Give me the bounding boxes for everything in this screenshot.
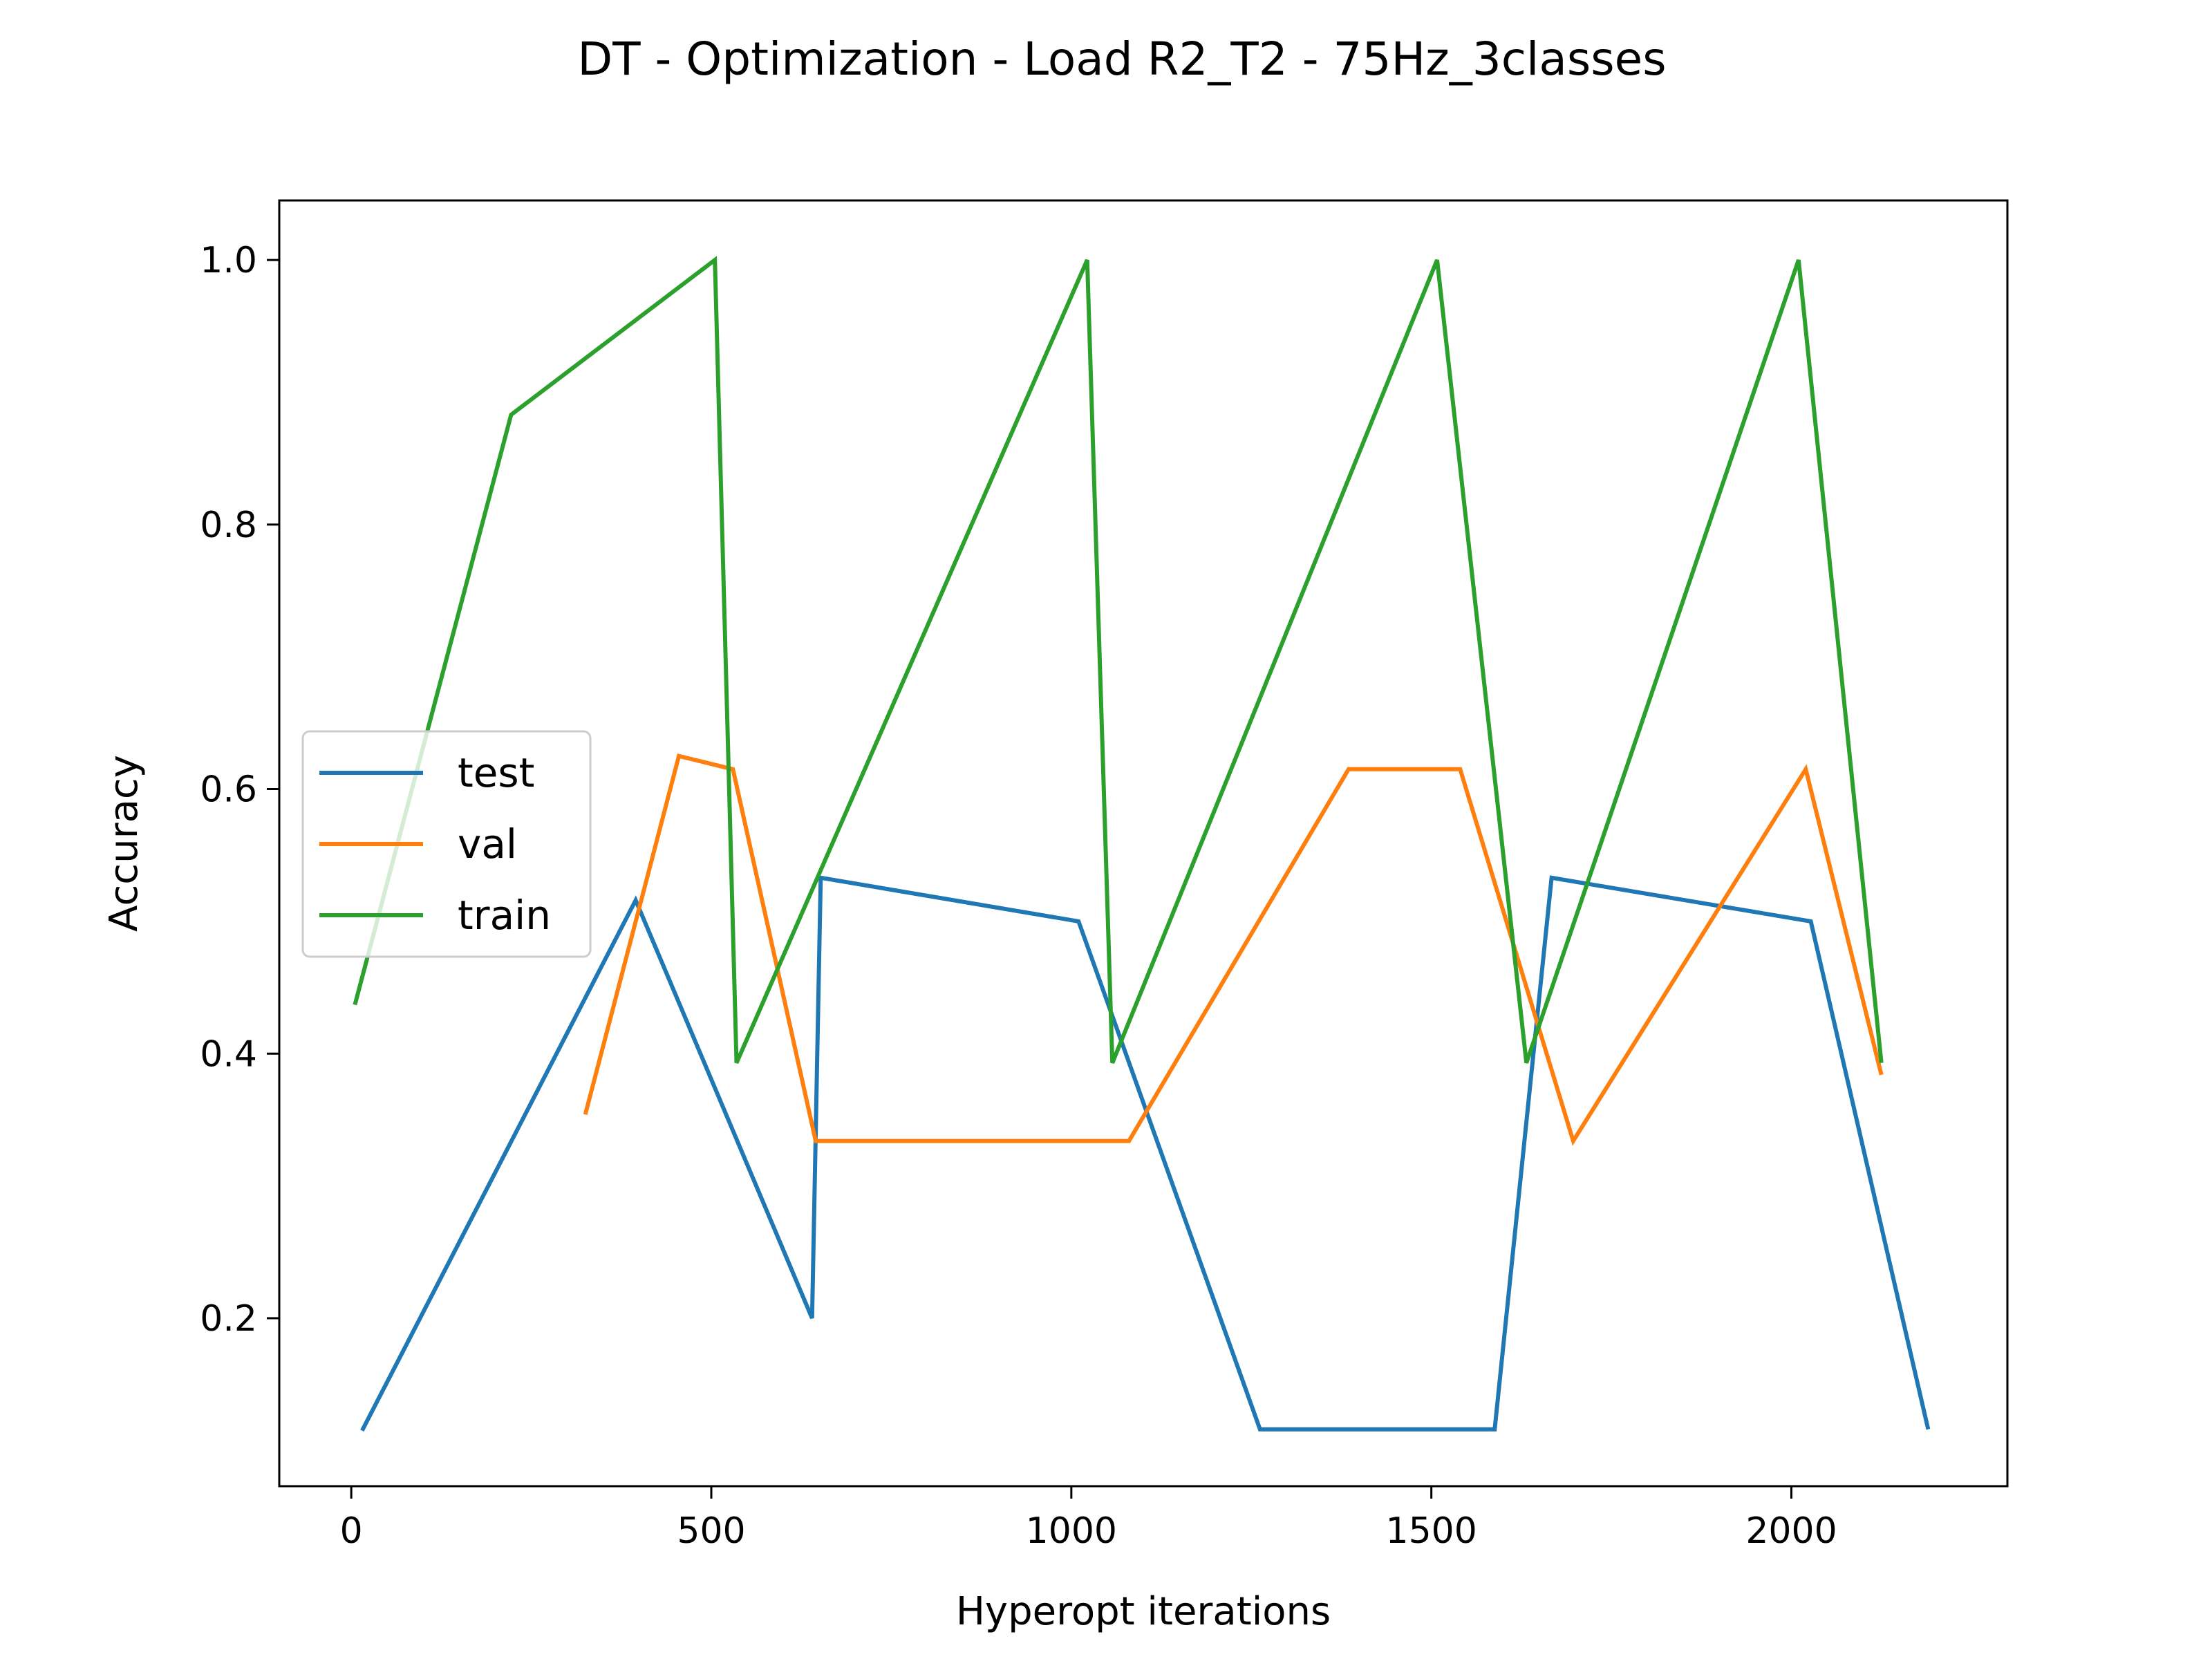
x-tick-label: 1000	[1026, 1510, 1117, 1552]
legend-label-val: val	[458, 821, 517, 868]
y-axis-label: Accuracy	[102, 755, 147, 932]
x-tick-label: 2000	[1745, 1510, 1837, 1552]
y-tick-label: 0.6	[200, 769, 257, 811]
legend-label-test: test	[458, 749, 534, 796]
plot-frame	[278, 199, 2009, 1488]
series-line-val	[583, 753, 1884, 1146]
y-tick-label: 0.4	[200, 1033, 257, 1075]
x-tick-label: 1500	[1385, 1510, 1477, 1552]
legend-frame	[301, 730, 592, 958]
legend: test val train	[301, 730, 592, 958]
x-axis-ticks: 0 500 1000 1500 2000	[340, 1486, 1837, 1552]
x-axis-label: Hyperopt iterations	[956, 1589, 1331, 1634]
y-axis-ticks: 0.2 0.4 0.6 0.8 1.0	[200, 240, 279, 1340]
x-tick-label: 500	[677, 1510, 745, 1552]
series-line-test	[360, 875, 1931, 1432]
y-tick-label: 0.8	[200, 505, 257, 546]
y-tick-label: 1.0	[200, 240, 257, 281]
x-tick-label: 0	[340, 1510, 363, 1552]
series-line-train	[353, 256, 1884, 1064]
series-layer	[353, 256, 1931, 1432]
legend-label-train: train	[458, 892, 551, 939]
chart-title: DT - Optimization - Load R2_T2 - 75Hz_3c…	[577, 32, 1666, 86]
y-tick-label: 0.2	[200, 1298, 257, 1340]
